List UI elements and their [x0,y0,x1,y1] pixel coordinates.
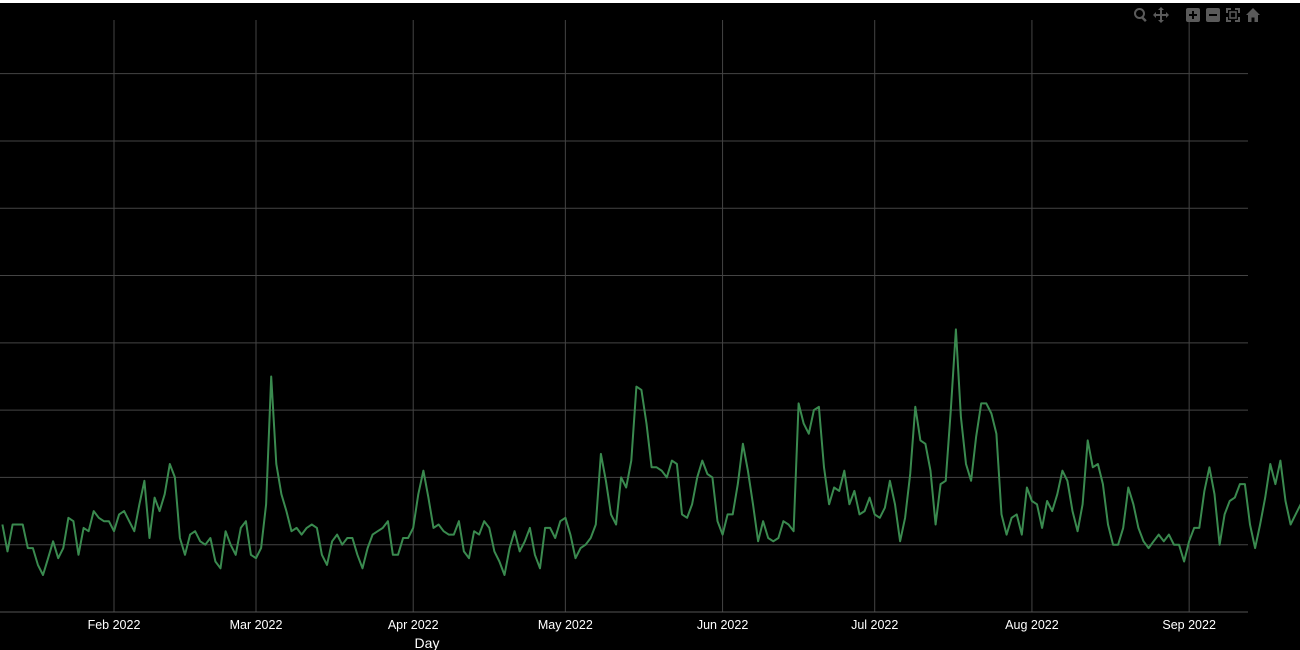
zoom-in-button[interactable] [1183,5,1203,25]
autoscale-button[interactable] [1223,5,1243,25]
zoom-in-icon [1186,8,1200,22]
modebar [1131,5,1263,25]
zoom-out-icon [1206,8,1220,22]
autoscale-icon [1226,8,1240,22]
zoom-out-button[interactable] [1203,5,1223,25]
x-tick-labels: Feb 2022 Mar 2022 Apr 2022 May 2022 Jun 2022… [88,618,1216,632]
reset-axes-button[interactable] [1243,5,1263,25]
y-gridlines [0,73,1248,546]
pan-button[interactable] [1151,5,1171,25]
pan-icon [1153,7,1169,23]
x-tick-label: Jul 2022 [851,618,898,632]
x-tick-label: Aug 2022 [1005,618,1059,632]
x-tick-label: Mar 2022 [230,618,283,632]
zoom-icon [1134,8,1147,23]
x-tick-label: May 2022 [538,618,593,632]
x-axis-title: Day [415,635,440,650]
x-tick-label: Jun 2022 [697,618,748,632]
x-tick-label: Sep 2022 [1162,618,1216,632]
x-tick-label: Apr 2022 [388,618,439,632]
series-layer [1,328,1300,578]
x-tick-label: Feb 2022 [88,618,141,632]
x-gridlines [113,20,1190,612]
reset-axes-icon [1246,8,1260,22]
top-border [0,0,1300,3]
zoom-button[interactable] [1131,5,1151,25]
series-line-1[interactable] [1,328,1300,578]
